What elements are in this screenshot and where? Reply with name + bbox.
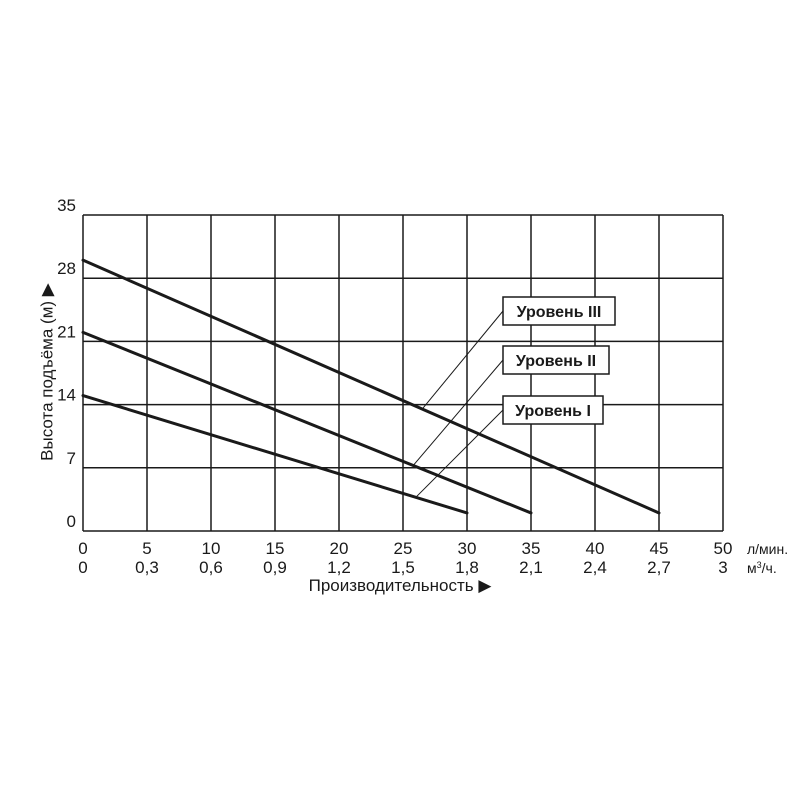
x-tick-label-lmin: 20 bbox=[330, 539, 349, 558]
y-tick-label: 7 bbox=[67, 449, 76, 468]
x-tick-label-m3h: 1,5 bbox=[391, 558, 415, 577]
x-tick-labels: 0 5 10 15 20 25 30 35 40 45 50 0 0,3 0,6 0,9 1,2 1,5 1,8 2… bbox=[78, 539, 732, 577]
series-line-3 bbox=[81, 258, 661, 515]
legend-label: Уровень II bbox=[516, 353, 596, 370]
x-tick-label-lmin: 30 bbox=[458, 539, 477, 558]
x-tick-label-m3h: 3 bbox=[718, 558, 727, 577]
y-tick-label: 35 bbox=[57, 196, 76, 215]
x-tick-label-lmin: 45 bbox=[650, 539, 669, 558]
x-tick-label-m3h: 0,3 bbox=[135, 558, 159, 577]
series-lines bbox=[81, 258, 661, 515]
x-unit-base: м bbox=[747, 560, 757, 576]
legend-label: Уровень I bbox=[515, 403, 591, 420]
y-tick-label: 14 bbox=[57, 386, 76, 405]
x-unit-flow-m3h: м3/ч. bbox=[747, 560, 777, 576]
x-tick-label-m3h: 0 bbox=[78, 558, 87, 577]
legend-pointer-line bbox=[412, 359, 504, 466]
x-tick-label-lmin: 0 bbox=[78, 539, 87, 558]
series-line-2 bbox=[81, 330, 533, 515]
x-tick-label-lmin: 5 bbox=[142, 539, 151, 558]
x-tick-label-m3h: 2,7 bbox=[647, 558, 671, 577]
x-tick-label-m3h: 0,6 bbox=[199, 558, 223, 577]
y-tick-label: 21 bbox=[57, 322, 76, 341]
legend-pointer-line bbox=[415, 409, 504, 498]
y-tick-label: 0 bbox=[67, 512, 76, 531]
x-tick-label-lmin: 10 bbox=[202, 539, 221, 558]
y-tick-labels: 0 7 14 21 28 35 bbox=[57, 196, 76, 531]
x-tick-label-m3h: 2,4 bbox=[583, 558, 607, 577]
x-unit-sup: 3 bbox=[757, 560, 762, 570]
x-tick-label-lmin: 35 bbox=[522, 539, 541, 558]
x-tick-label-lmin: 40 bbox=[586, 539, 605, 558]
legend-pointers bbox=[412, 310, 504, 498]
y-axis-title: Высота подъёма (м) ▶ bbox=[37, 282, 56, 461]
x-tick-label-m3h: 0,9 bbox=[263, 558, 287, 577]
x-tick-label-lmin: 25 bbox=[394, 539, 413, 558]
legend-label: Уровень III bbox=[517, 304, 602, 321]
x-unit-tail: /ч. bbox=[762, 560, 777, 576]
grid bbox=[82, 214, 724, 532]
legend-box bbox=[502, 345, 610, 375]
legend-box bbox=[502, 395, 604, 425]
x-tick-label-m3h: 1,8 bbox=[455, 558, 479, 577]
legend-pointer-line bbox=[421, 310, 504, 410]
x-tick-label-m3h: 2,1 bbox=[519, 558, 543, 577]
x-tick-label-m3h: 1,2 bbox=[327, 558, 351, 577]
x-unit-flow-lmin: л/мин. bbox=[747, 541, 788, 557]
legend: Уровень III Уровень II Уровень I bbox=[502, 296, 616, 425]
y-tick-label: 28 bbox=[57, 259, 76, 278]
series-line-1 bbox=[81, 394, 469, 515]
x-tick-label-lmin: 50 bbox=[714, 539, 733, 558]
x-tick-label-lmin: 15 bbox=[266, 539, 285, 558]
x-axis-title: Производительность ▶ bbox=[309, 576, 493, 595]
legend-box bbox=[502, 296, 616, 326]
